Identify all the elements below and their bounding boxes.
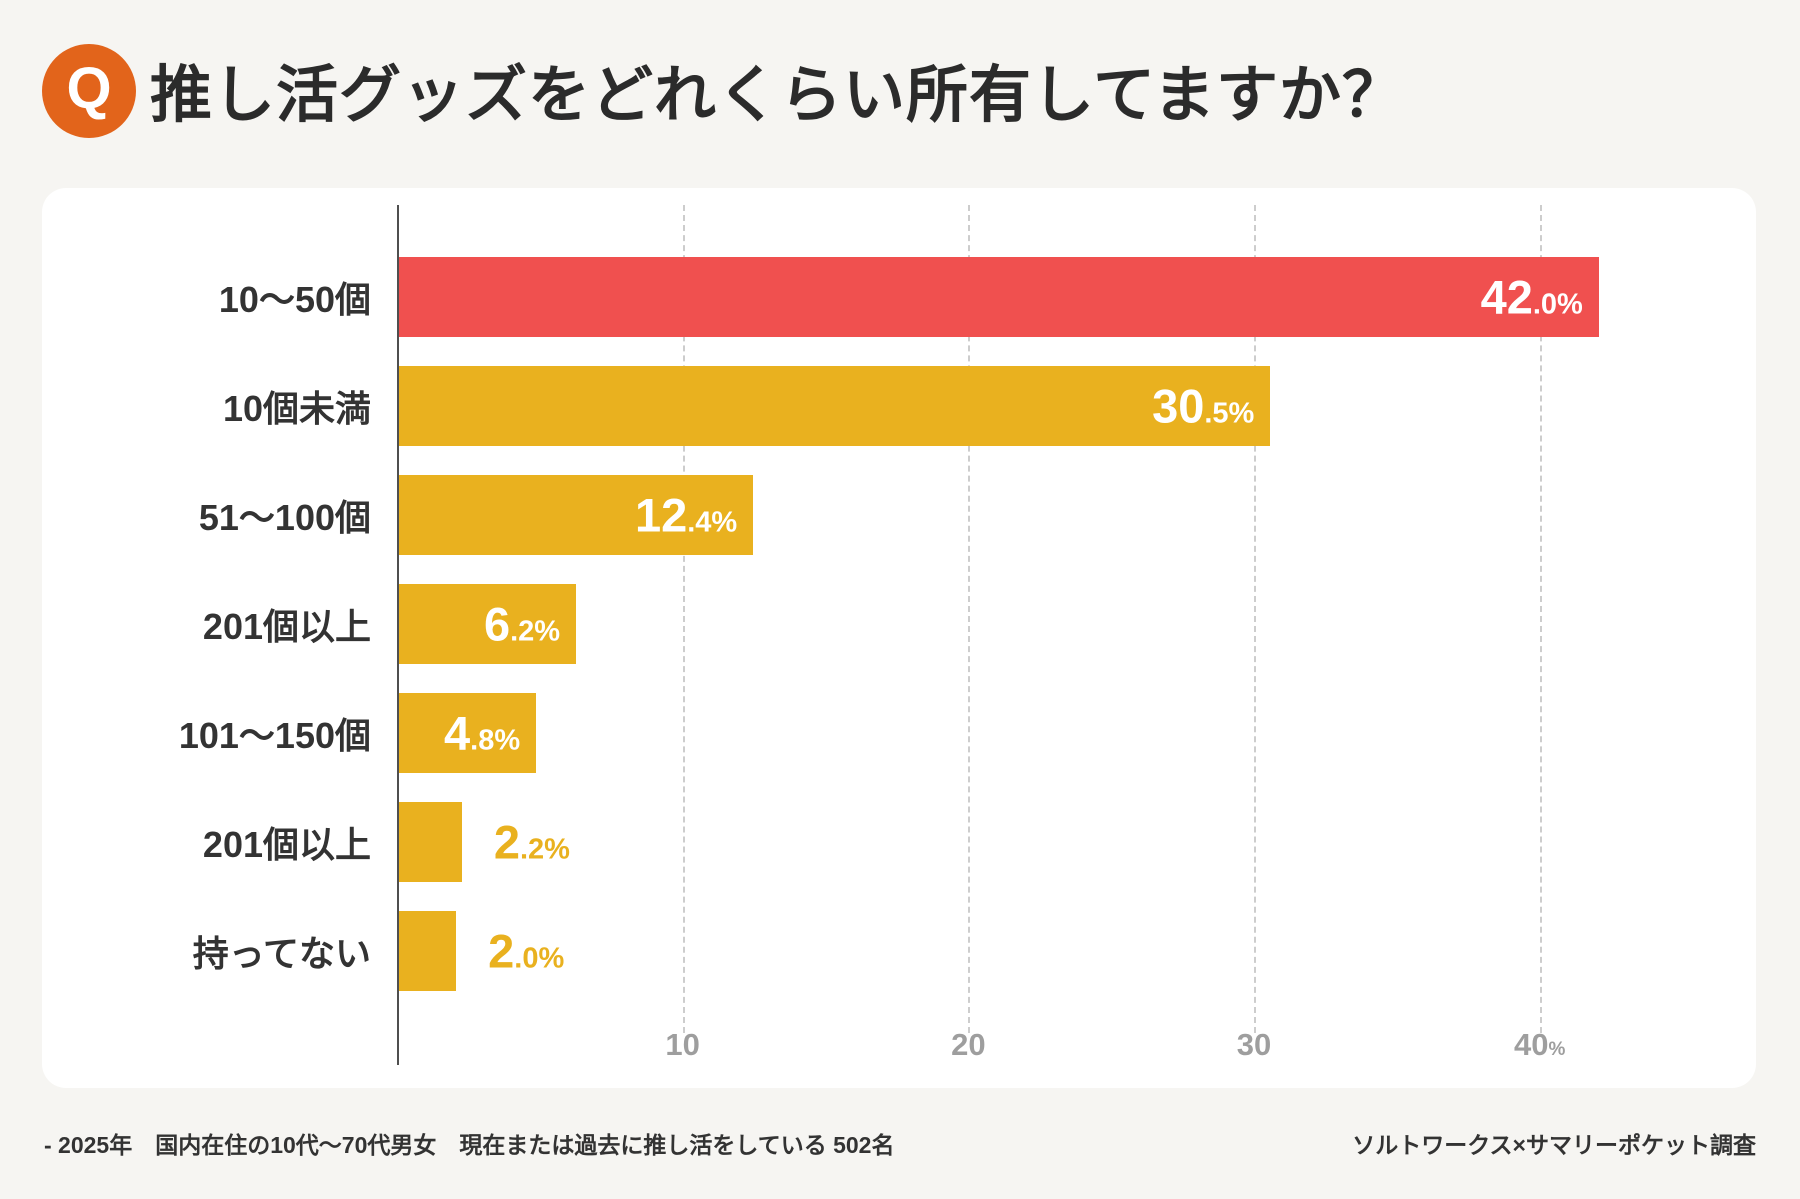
x-tick-label-20: 20	[951, 1027, 986, 1062]
category-label: 51〜100個	[198, 497, 371, 538]
chart-card: 10 20 30 40% 10〜50個 42.0% 10個未満 30.5% 51〜100個 12.…	[42, 188, 1756, 1088]
value-label: 2.0%	[488, 924, 565, 978]
category-label: 201個以上	[202, 606, 371, 647]
bar-row-1: 10個未満 30.5%	[223, 366, 1754, 446]
bar-row-6: 持ってない 2.0%	[193, 911, 1754, 991]
category-label: 10〜50個	[218, 279, 371, 320]
page-title: 推し活グッズをどれくらい所有してますか？	[150, 61, 1406, 130]
gridline-20	[968, 205, 971, 1033]
gridline-30	[1254, 205, 1257, 1033]
bar: 4.8%	[399, 693, 537, 773]
question-badge-letter: Q	[66, 56, 112, 121]
y-axis-line	[397, 205, 399, 1065]
value-label: 2.2%	[493, 815, 570, 869]
x-tick-suffix: %	[1548, 1039, 1566, 1060]
value-label: 30.5%	[1152, 379, 1255, 433]
bar-row-5: 201個以上 2.2%	[203, 802, 1754, 882]
bar: 6.2%	[399, 584, 577, 664]
value-label: 6.2%	[483, 597, 561, 651]
bar-row-0: 10〜50個 42.0%	[219, 257, 1754, 337]
survey-credit: ソルトワークス×サマリーポケット調査	[1352, 1132, 1756, 1158]
value-label: 42.0%	[1480, 270, 1583, 324]
bar	[399, 911, 457, 991]
bar-row-4: 101〜150個 4.8%	[179, 693, 1754, 773]
bar-chart: 10 20 30 40% 10〜50個 42.0% 10個未満 30.5% 51〜100個 12.…	[179, 205, 1754, 1065]
header: Q 推し活グッズをどれくらい所有してますか？	[0, 0, 1800, 188]
category-label: 201個以上	[202, 824, 371, 865]
gridline-10	[682, 205, 685, 1033]
gridline-40	[1539, 205, 1542, 1033]
bar: 12.4%	[399, 475, 754, 555]
bar-row-2: 51〜100個 12.4%	[199, 475, 1754, 555]
x-tick-label-40: 40%	[1514, 1027, 1566, 1062]
category-label: 10個未満	[222, 388, 371, 429]
value-label: 12.4%	[634, 488, 738, 542]
bar	[399, 802, 462, 882]
category-label: 101〜150個	[178, 715, 371, 756]
question-badge-icon: Q	[42, 44, 136, 138]
bar-row-3: 201個以上 6.2%	[203, 584, 1754, 664]
footer: - 2025年 国内在住の10代〜70代男女 現在または過去に推し活をしている …	[0, 1088, 1800, 1199]
bar: 30.5%	[399, 366, 1271, 446]
x-tick-label-10: 10	[665, 1027, 700, 1062]
category-label: 持ってない	[192, 933, 371, 974]
bar: 42.0%	[399, 257, 1599, 337]
x-tick-label-30: 30	[1236, 1027, 1272, 1062]
value-label: 4.8%	[444, 706, 521, 760]
survey-note: - 2025年 国内在住の10代〜70代男女 現在または過去に推し活をしている …	[44, 1132, 895, 1158]
